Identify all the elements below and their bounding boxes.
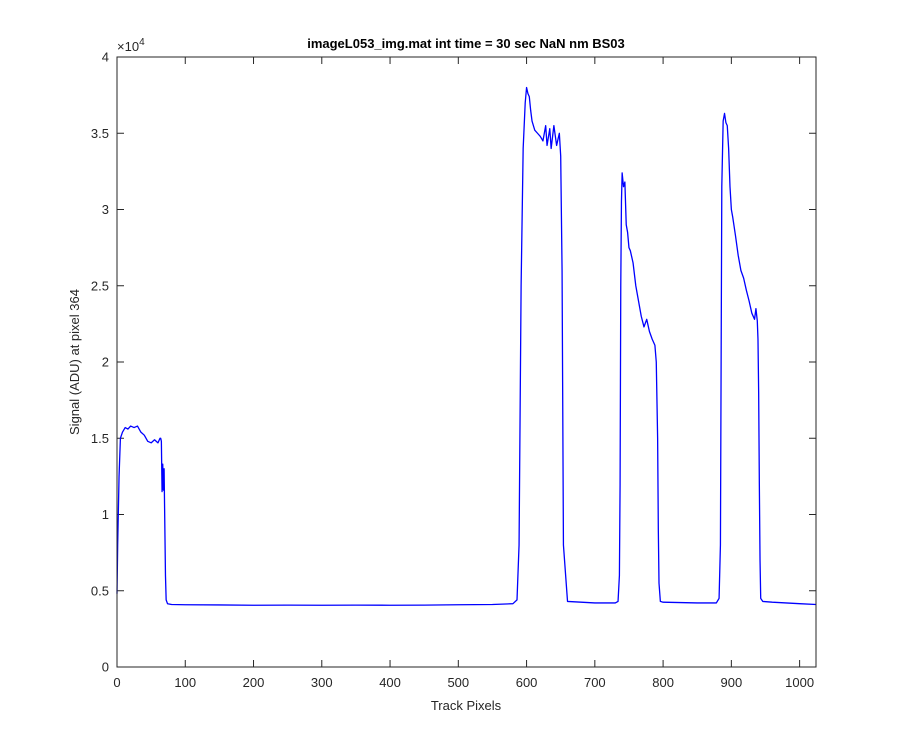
x-axis-label: Track Pixels xyxy=(431,698,502,713)
y-tick-label: 1.5 xyxy=(91,431,109,446)
y-multiplier-label: ×104 xyxy=(117,37,145,54)
y-tick-label: 2 xyxy=(102,355,109,370)
chart-title: imageL053_img.mat int time = 30 sec NaN … xyxy=(307,36,625,51)
x-tick-label: 100 xyxy=(174,675,196,690)
y-tick-label: 0.5 xyxy=(91,583,109,598)
y-tick-label: 3.5 xyxy=(91,126,109,141)
x-tick-label: 300 xyxy=(311,675,333,690)
plot-area xyxy=(117,57,816,667)
x-tick-label: 700 xyxy=(584,675,606,690)
x-tick-labels: 0 100 200 300 400 500 600 700 800 900 1000 xyxy=(113,675,814,690)
x-tick-label: 900 xyxy=(721,675,743,690)
x-tick-label: 0 xyxy=(113,675,120,690)
y-tick-labels: 0 0.5 1 1.5 2 2.5 3 3.5 4 xyxy=(91,50,109,675)
y-multiplier-exponent: 4 xyxy=(139,37,145,48)
y-tick-label: 3 xyxy=(102,202,109,217)
y-multiplier-base: ×10 xyxy=(117,39,139,54)
y-tick-label: 4 xyxy=(102,50,109,65)
x-tick-label: 1000 xyxy=(785,675,814,690)
ticks-layer xyxy=(116,56,816,668)
x-tick-label: 500 xyxy=(447,675,469,690)
x-tick-label: 200 xyxy=(243,675,265,690)
x-tick-label: 600 xyxy=(516,675,538,690)
y-axis-label: Signal (ADU) at pixel 364 xyxy=(67,289,82,435)
x-tick-label: 400 xyxy=(379,675,401,690)
y-tick-label: 0 xyxy=(102,660,109,675)
y-tick-label: 2.5 xyxy=(91,278,109,293)
y-tick-label: 1 xyxy=(102,507,109,522)
axes-box xyxy=(116,56,817,668)
data-series-line xyxy=(116,86,817,606)
x-tick-label: 800 xyxy=(652,675,674,690)
